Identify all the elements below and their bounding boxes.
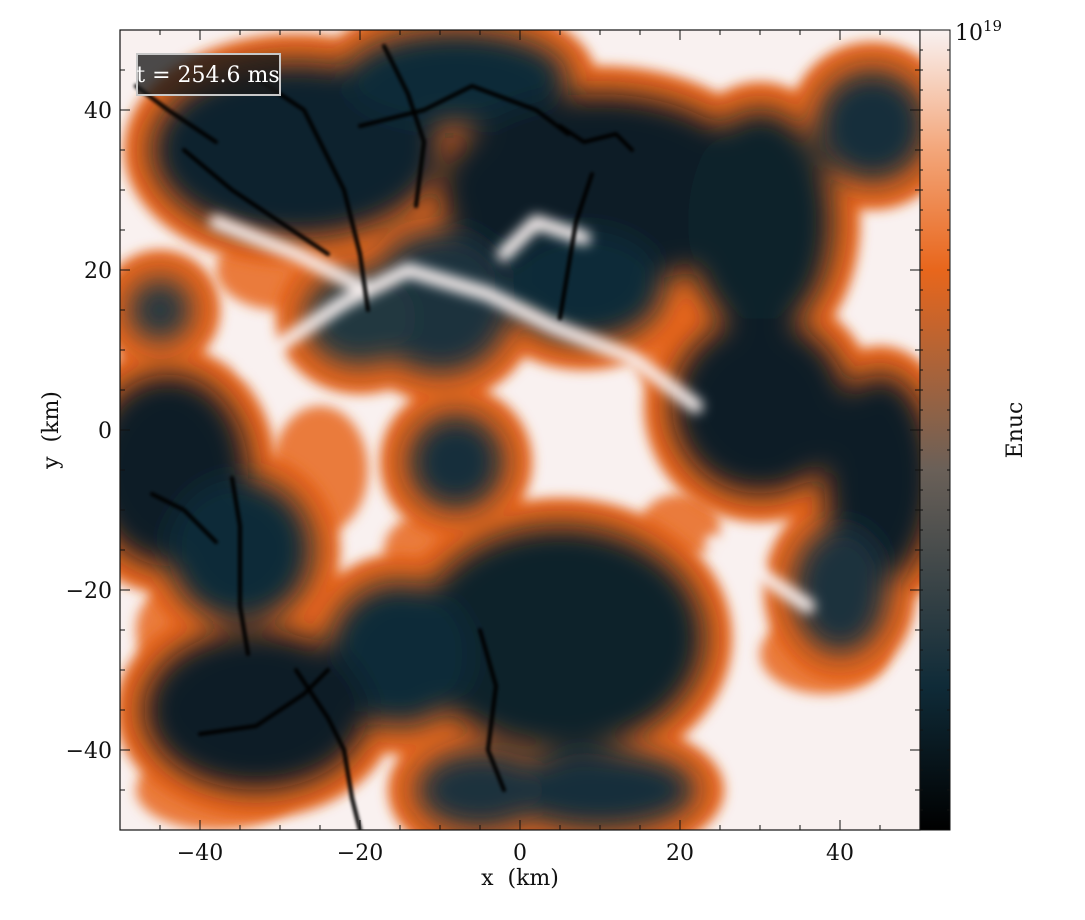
heatmap-dark-region xyxy=(304,270,416,366)
axis-ticks xyxy=(119,29,921,831)
heatmap-dark-filament xyxy=(198,668,330,736)
heatmap-dark-filament xyxy=(382,44,426,208)
heatmap-dark-region xyxy=(688,110,832,334)
heatmap-dark-region xyxy=(504,750,696,830)
heatmap-dark-filament xyxy=(478,628,506,792)
y-axis-title: y (km) xyxy=(39,391,64,470)
heatmap-dark-region xyxy=(416,750,544,830)
colorbar-bar xyxy=(919,29,951,831)
heatmap-dark-region xyxy=(416,526,704,750)
heatmap-dark-filament xyxy=(358,84,570,136)
y-tick-label: 40 xyxy=(84,99,112,124)
x-tick-label: 20 xyxy=(666,841,694,866)
y-tick-labels: −40 −20 0 20 40 xyxy=(66,99,112,764)
heatmap-dark-filament xyxy=(182,148,330,256)
heatmap-dark-region xyxy=(128,278,192,342)
heatmap-dark-filament xyxy=(294,668,362,830)
time-annotation: t = 254.6 ms xyxy=(136,53,281,96)
colorbar-max-exponent: 19 xyxy=(983,17,1002,35)
heatmap-bright-streak xyxy=(209,215,367,293)
y-tick-label: −40 xyxy=(66,739,112,764)
y-tick-label: 20 xyxy=(84,259,112,284)
heatmap-dark-region xyxy=(408,414,504,510)
x-tick-labels: −40 −20 0 20 40 xyxy=(177,841,854,866)
heatmap-dark-region xyxy=(504,230,664,342)
colorbar-max-base: 10 xyxy=(955,21,983,46)
heatmap-dark-filament xyxy=(558,124,634,152)
heatmap-dark-region xyxy=(144,630,368,790)
heatmap-bright-streak xyxy=(705,535,815,613)
heatmap-dark-region xyxy=(672,318,848,494)
y-tick-label: 0 xyxy=(98,419,112,444)
heatmap-bright-streak xyxy=(497,215,591,261)
annotation-text: t = 254.6 ms xyxy=(136,63,279,88)
heatmap-dark-filament xyxy=(150,492,218,544)
heatmap-dark-region xyxy=(792,526,888,654)
x-tick-label: −40 xyxy=(177,841,223,866)
x-axis-title: x (km) xyxy=(481,866,559,891)
x-tick-label: 40 xyxy=(826,841,854,866)
colorbar-title: Enuc xyxy=(1003,402,1028,459)
colorbar-ticks xyxy=(920,49,950,811)
colorbar: 1019 Enuc xyxy=(919,17,1028,831)
annotation-box xyxy=(136,53,281,96)
heatmap-dark-filament xyxy=(230,476,250,656)
heatmap-bright-streak xyxy=(241,263,703,413)
colorbar-max-label: 1019 xyxy=(955,17,1002,46)
y-tick-label: −20 xyxy=(66,579,112,604)
x-tick-label: 0 xyxy=(513,841,527,866)
heatmap-plot-area xyxy=(120,30,920,830)
heatmap-dark-filament xyxy=(254,76,370,312)
heatmap-dark-region xyxy=(816,70,920,182)
x-tick-label: −20 xyxy=(337,841,383,866)
bright-streak-layer xyxy=(209,215,815,613)
heatmap-dark-filament xyxy=(558,172,594,320)
